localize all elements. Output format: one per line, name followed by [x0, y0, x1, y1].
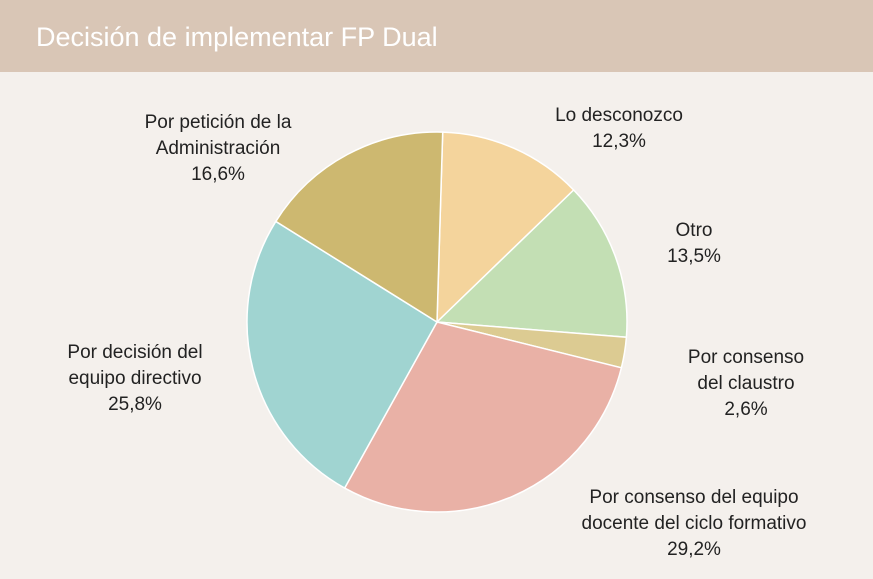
pie-slice [435, 188, 628, 339]
slice-label: Otro 13,5% [634, 218, 754, 270]
value-label: 25,8% [108, 394, 162, 415]
slice-label: Por petición de la Administración 16,6% [123, 110, 313, 188]
pie-slice [274, 131, 444, 324]
slice-label: Por consenso del equipo docente del cicl… [559, 485, 829, 563]
value-label: 16,6% [191, 164, 245, 185]
chart-title: Decisión de implementar FP Dual [36, 22, 438, 52]
category-label: Lo desconozco [555, 105, 683, 126]
category-label: Otro [675, 220, 713, 241]
category-label: Por consenso del claustro [687, 347, 805, 394]
slice-label: Por consenso del claustro 2,6% [676, 345, 816, 423]
slice-label: Lo desconozco 12,3% [509, 103, 729, 155]
pie-slice [436, 131, 575, 324]
title-bar [0, 0, 873, 72]
category-label: Por decisión del equipo directivo [67, 342, 203, 389]
category-label: Por petición de la Administración [144, 112, 292, 159]
value-label: 13,5% [667, 246, 721, 267]
value-label: 12,3% [592, 131, 646, 152]
pie-slice [343, 321, 623, 513]
pie-slice [246, 220, 439, 490]
value-label: 29,2% [667, 539, 721, 560]
category-label: Por consenso del equipo docente del cicl… [581, 487, 807, 534]
slice-label: Por decisión del equipo directivo 25,8% [40, 340, 230, 418]
value-label: 2,6% [724, 399, 768, 420]
